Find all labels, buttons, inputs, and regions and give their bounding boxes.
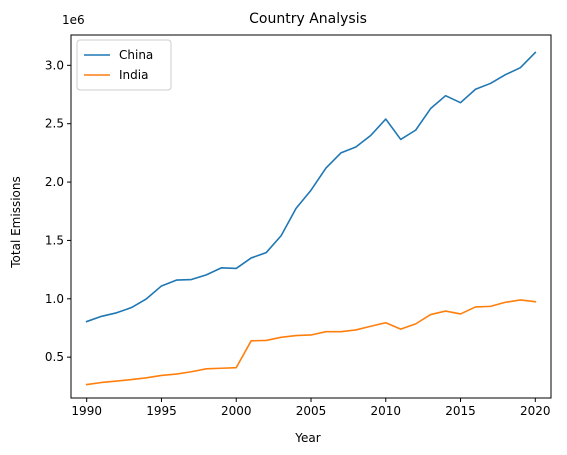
x-tick-label: 2020 — [520, 404, 551, 418]
x-tick-label: 2000 — [221, 404, 252, 418]
series-layer — [85, 51, 537, 386]
y-tick-label: 0.5 — [45, 350, 64, 364]
y-axis: 0.5 1.0 1.5 2.0 2.5 3.0 — [45, 58, 71, 364]
x-tick-label: 1995 — [146, 404, 177, 418]
series-line-china — [85, 51, 537, 323]
y-tick-label: 2.5 — [45, 117, 64, 131]
y-tick-label: 2.0 — [45, 175, 64, 189]
y-offset-label: 1e6 — [62, 13, 85, 27]
y-tick-label: 3.0 — [45, 58, 64, 72]
legend: China India — [76, 39, 172, 91]
x-axis-label: Year — [294, 431, 320, 445]
legend-label-china: China — [119, 48, 153, 62]
x-tick-label: 2015 — [445, 404, 476, 418]
x-tick-label: 2010 — [370, 404, 401, 418]
x-tick-label: 1990 — [71, 404, 102, 418]
legend-box — [76, 39, 172, 91]
x-tick-label: 2005 — [296, 404, 327, 418]
y-tick-label: 1.5 — [45, 233, 64, 247]
x-axis: 1990 1995 2000 2005 2010 2015 2020 — [71, 398, 551, 418]
series-line-india — [85, 299, 537, 386]
y-axis-label: Total Emissions — [9, 176, 23, 268]
y-tick-label: 1.0 — [45, 292, 64, 306]
chart-title: Country Analysis — [249, 11, 367, 27]
legend-label-india: India — [119, 68, 148, 82]
